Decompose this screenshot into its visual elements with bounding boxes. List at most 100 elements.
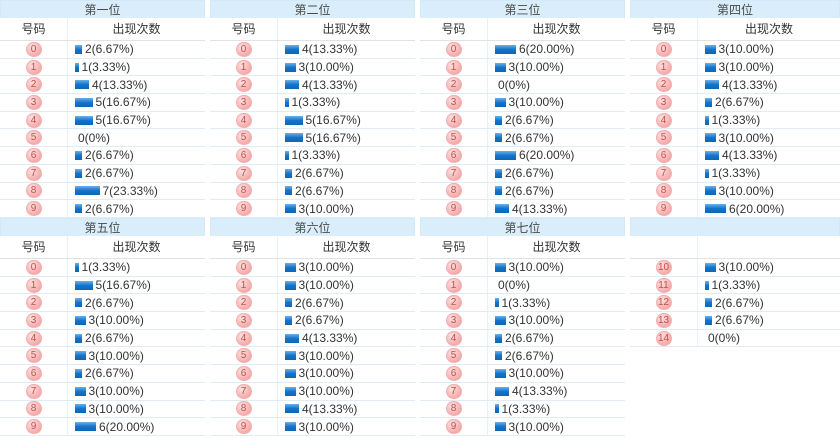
frequency-value: 2(6.67%) — [295, 313, 344, 328]
frequency-value: 3(10.00%) — [298, 278, 354, 293]
number-badge: 1 — [25, 277, 42, 293]
frequency-value: 2(6.67%) — [85, 295, 134, 310]
table-row: 5 0(0%) — [0, 129, 205, 148]
frequency-bar — [495, 115, 502, 125]
frequency-value: 3(10.00%) — [298, 260, 354, 275]
position-panel: 10 3(10.00%) 11 1(3.33%) 12 2(6.67%) 13 2(6.67%… — [630, 218, 840, 438]
number-badge: 3 — [235, 94, 252, 110]
table-row: 0 6(20.00%) — [420, 41, 625, 59]
number-badge: 5 — [445, 130, 462, 146]
frequency-value: 4(13.33%) — [512, 384, 568, 399]
frequency-cell: 1(3.33%) — [488, 402, 625, 416]
number-cell: 8 — [420, 182, 488, 200]
position-panel: 第五位 号码 出现次数 0 1(3.33%) 1 5(16.67%) 2 2(6.67%) 3 3(… — [0, 218, 210, 438]
frequency-bar — [285, 150, 289, 160]
frequency-value: 3(10.00%) — [298, 201, 354, 216]
panel-title: 第一位 — [0, 0, 205, 18]
frequency-cell: 1(3.33%) — [698, 113, 840, 127]
number-cell: 8 — [630, 182, 698, 200]
number-badge: 6 — [655, 147, 672, 163]
frequency-value: 3(10.00%) — [88, 313, 144, 328]
number-badge: 13 — [655, 312, 672, 328]
table-row: 0 4(13.33%) — [210, 41, 415, 59]
frequency-bar — [285, 97, 289, 107]
number-badge: 8 — [25, 183, 42, 199]
frequency-value: 3(10.00%) — [718, 42, 774, 57]
number-badge: 6 — [445, 365, 462, 381]
frequency-bar — [75, 62, 79, 72]
frequency-cell: 4(13.33%) — [698, 148, 840, 162]
number-badge: 6 — [445, 147, 462, 163]
frequency-value: 2(6.67%) — [715, 313, 764, 328]
number-badge: 3 — [445, 94, 462, 110]
frequency-value: 1(3.33%) — [81, 260, 131, 275]
frequency-value: 5(16.67%) — [95, 95, 151, 110]
column-header-number: 号码 — [420, 236, 488, 258]
table-row: 8 3(10.00%) — [630, 182, 840, 201]
number-badge: 7 — [25, 383, 42, 399]
frequency-bar — [75, 97, 93, 107]
number-badge: 0 — [655, 41, 672, 57]
frequency-bar — [285, 280, 296, 290]
frequency-value: 1(3.33%) — [501, 401, 551, 416]
frequency-value: 7(23.33%) — [102, 183, 158, 198]
table-row: 9 3(10.00%) — [210, 418, 415, 436]
table-row: 8 3(10.00%) — [0, 400, 205, 419]
number-badge: 7 — [235, 383, 252, 399]
table-row: 1 3(10.00%) — [420, 58, 625, 77]
frequency-value: 5(16.67%) — [95, 113, 151, 128]
table-row: 8 1(3.33%) — [420, 400, 625, 419]
number-badge: 3 — [445, 312, 462, 328]
frequency-value: 3(10.00%) — [718, 130, 774, 145]
frequency-cell: 0(0%) — [488, 278, 625, 292]
panel-title: 第六位 — [210, 218, 415, 236]
number-badge: 5 — [25, 348, 42, 364]
number-cell: 5 — [420, 129, 488, 147]
number-cell: 6 — [420, 365, 488, 382]
table-row: 1 3(10.00%) — [210, 58, 415, 77]
table-row: 6 3(10.00%) — [420, 365, 625, 383]
number-badge: 3 — [655, 94, 672, 110]
number-badge: 8 — [235, 183, 252, 199]
frequency-value: 6(20.00%) — [519, 148, 575, 163]
number-cell: 8 — [420, 400, 488, 418]
number-badge: 8 — [445, 183, 462, 199]
column-header-count: 出现次数 — [112, 240, 161, 254]
frequency-cell: 3(10.00%) — [488, 420, 625, 434]
number-badge: 5 — [655, 130, 672, 146]
frequency-cell: 4(13.33%) — [488, 202, 625, 216]
frequency-bar — [705, 115, 709, 125]
frequency-cell: 1(3.33%) — [68, 60, 205, 74]
frequency-value: 3(10.00%) — [508, 60, 564, 75]
frequency-value: 3(10.00%) — [298, 348, 354, 363]
frequency-value: 3(10.00%) — [298, 419, 354, 434]
frequency-bar — [705, 186, 716, 196]
frequency-cell: 5(16.67%) — [68, 278, 205, 292]
number-cell: 3 — [210, 312, 278, 329]
number-badge: 4 — [25, 330, 42, 346]
table-row: 9 3(10.00%) — [210, 200, 415, 218]
number-badge: 9 — [25, 201, 42, 217]
frequency-cell: 3(10.00%) — [488, 95, 625, 109]
frequency-cell: 3(10.00%) — [488, 366, 625, 380]
frequency-value: 0(0%) — [498, 278, 531, 293]
number-cell: 3 — [0, 94, 68, 111]
frequency-value: 1(3.33%) — [711, 166, 761, 181]
number-badge: 6 — [235, 147, 252, 163]
table-row: 4 1(3.33%) — [630, 111, 840, 130]
frequency-bar — [285, 422, 296, 432]
column-header-row: 号码 出现次数 — [420, 236, 625, 259]
frequency-value: 4(13.33%) — [92, 77, 148, 92]
frequency-cell: 3(10.00%) — [278, 384, 415, 398]
number-badge: 8 — [655, 183, 672, 199]
table-row: 2 1(3.33%) — [420, 294, 625, 313]
table-row: 5 3(10.00%) — [210, 347, 415, 366]
table-row: 8 7(23.33%) — [0, 182, 205, 201]
frequency-value: 3(10.00%) — [88, 401, 144, 416]
number-cell: 7 — [210, 382, 278, 400]
number-badge: 9 — [235, 419, 252, 435]
frequency-bar — [75, 150, 82, 160]
table-row: 2 2(6.67%) — [0, 294, 205, 313]
frequency-bar — [75, 115, 93, 125]
table-row: 2 2(6.67%) — [210, 294, 415, 313]
